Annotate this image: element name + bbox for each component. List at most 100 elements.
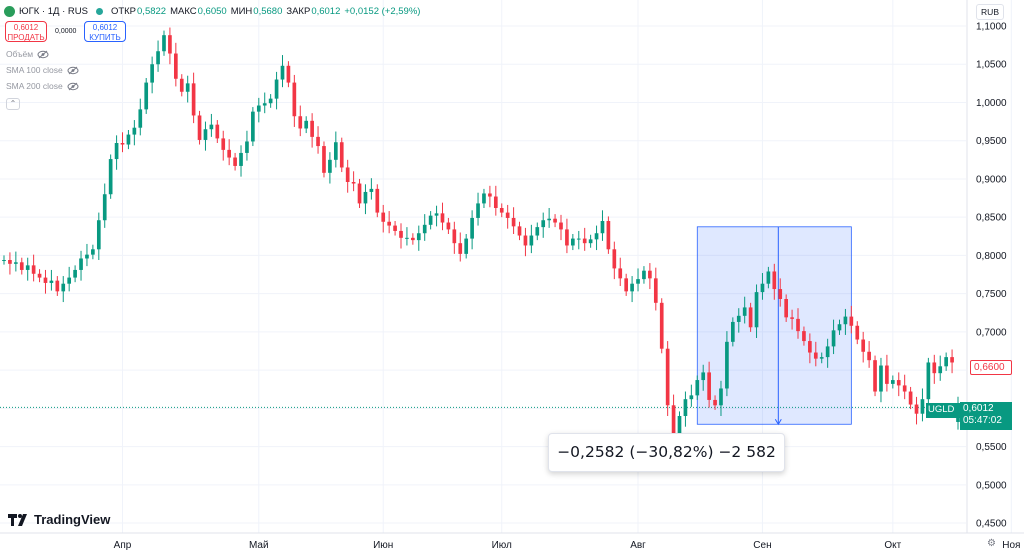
last-price-tag: 0,6012 05:47:02: [960, 402, 1012, 430]
candle-body: [505, 212, 510, 218]
candle-body: [938, 366, 943, 374]
candle-body: [701, 372, 706, 381]
sell-button[interactable]: 0,6012 ПРОДАТЬ: [5, 21, 47, 42]
candle-body: [144, 82, 149, 110]
candle-body: [873, 360, 877, 392]
candle-body: [345, 167, 350, 182]
candle-body: [43, 277, 48, 283]
candle-body: [2, 260, 6, 261]
x-tick-label: Сен: [753, 540, 771, 551]
indicator-label: SMA 200 close: [6, 81, 63, 91]
candle-body: [310, 120, 314, 137]
candle-body: [736, 315, 741, 322]
candle-body: [855, 325, 860, 340]
candle-body: [405, 237, 409, 239]
candle-body: [813, 352, 818, 359]
candle-body: [784, 299, 788, 318]
y-tick-label: 1,1000: [976, 22, 1007, 33]
collapse-legend-button[interactable]: ⌃: [6, 98, 20, 110]
candle-body: [932, 362, 937, 374]
y-tick-label: 0,4500: [976, 519, 1007, 530]
candle-body: [553, 218, 557, 223]
candle-body: [742, 307, 747, 316]
candle-body: [428, 215, 433, 225]
candle-body: [150, 64, 154, 83]
y-tick-label: 0,7500: [976, 289, 1007, 300]
indicator-sma200[interactable]: SMA 200 close: [6, 81, 79, 91]
currency-selector[interactable]: RUB: [976, 4, 1004, 20]
candle-body: [488, 193, 492, 197]
candle-body: [926, 362, 931, 400]
y-tick-label: 0,5500: [976, 442, 1007, 453]
candle-body: [730, 321, 735, 342]
symbol-logo-icon: [4, 6, 15, 17]
settings-gear-icon[interactable]: ⚙: [987, 538, 996, 549]
candle-body: [251, 111, 255, 142]
x-tick-label: Май: [249, 540, 269, 551]
candle-body: [8, 260, 12, 264]
measure-arrow-head: [774, 419, 782, 426]
y-tick-label: 0,9000: [976, 174, 1007, 185]
candle-body: [719, 388, 723, 406]
candle-body: [209, 124, 214, 130]
candle-body: [808, 341, 812, 353]
candle-body: [67, 277, 72, 284]
eye-off-icon[interactable]: [67, 82, 79, 91]
low-value: 0,5680: [253, 6, 283, 17]
candle-body: [434, 213, 439, 216]
buy-button[interactable]: 0,6012 КУПИТЬ: [84, 21, 126, 42]
candle-body: [328, 159, 332, 173]
candle-body: [665, 348, 670, 406]
indicator-label: SMA 100 close: [6, 65, 63, 75]
candle-body: [630, 283, 634, 292]
candle-body: [571, 238, 575, 246]
candle-body: [600, 221, 605, 234]
eye-off-icon[interactable]: [67, 66, 79, 75]
candle-body: [677, 416, 682, 437]
candle-body: [286, 65, 291, 83]
y-tick-label: 0,8500: [976, 213, 1007, 224]
candle-body: [671, 405, 676, 437]
candle-body: [819, 357, 824, 359]
candle-body: [778, 289, 783, 299]
low-label: МИН: [230, 6, 253, 17]
symbol-title[interactable]: ЮГК · 1Д · RUS: [19, 6, 88, 17]
candle-body: [636, 279, 640, 284]
y-tick-label: 0,5000: [976, 480, 1007, 491]
candle-body: [885, 365, 889, 384]
buy-price: 0,6012: [92, 23, 118, 32]
candle-body: [381, 212, 386, 222]
candle-body: [132, 127, 137, 135]
candle-body: [440, 213, 445, 223]
candle-body: [292, 82, 297, 117]
candle-body: [168, 35, 172, 54]
y-tick-label: 0,8000: [976, 251, 1007, 262]
candle-body: [191, 83, 196, 116]
candle-body: [523, 235, 528, 246]
candle-body: [304, 120, 309, 129]
candle-body: [790, 317, 794, 319]
candle-body: [215, 124, 220, 139]
candle-body: [642, 270, 646, 280]
candle-body: [49, 280, 54, 283]
tradingview-logo[interactable]: TradingView: [8, 512, 110, 527]
candle-body: [908, 391, 913, 405]
candle-body: [245, 141, 249, 153]
candle-body: [197, 115, 202, 140]
candle-body: [416, 233, 421, 241]
logo-text: TradingView: [34, 512, 111, 527]
eye-off-icon[interactable]: [37, 50, 49, 59]
countdown-value: 05:47:02: [963, 415, 1002, 426]
indicator-sma100[interactable]: SMA 100 close: [6, 65, 79, 75]
candle-body: [203, 129, 208, 140]
candle-body: [185, 83, 190, 92]
candle-body: [221, 138, 226, 150]
candle-body: [588, 239, 593, 244]
candle-body: [174, 53, 178, 79]
candle-body: [529, 235, 534, 246]
candle-body: [369, 188, 374, 192]
candle-body: [659, 302, 664, 349]
indicator-label: Объём: [6, 49, 34, 59]
indicator-volume[interactable]: Объём: [6, 49, 49, 59]
